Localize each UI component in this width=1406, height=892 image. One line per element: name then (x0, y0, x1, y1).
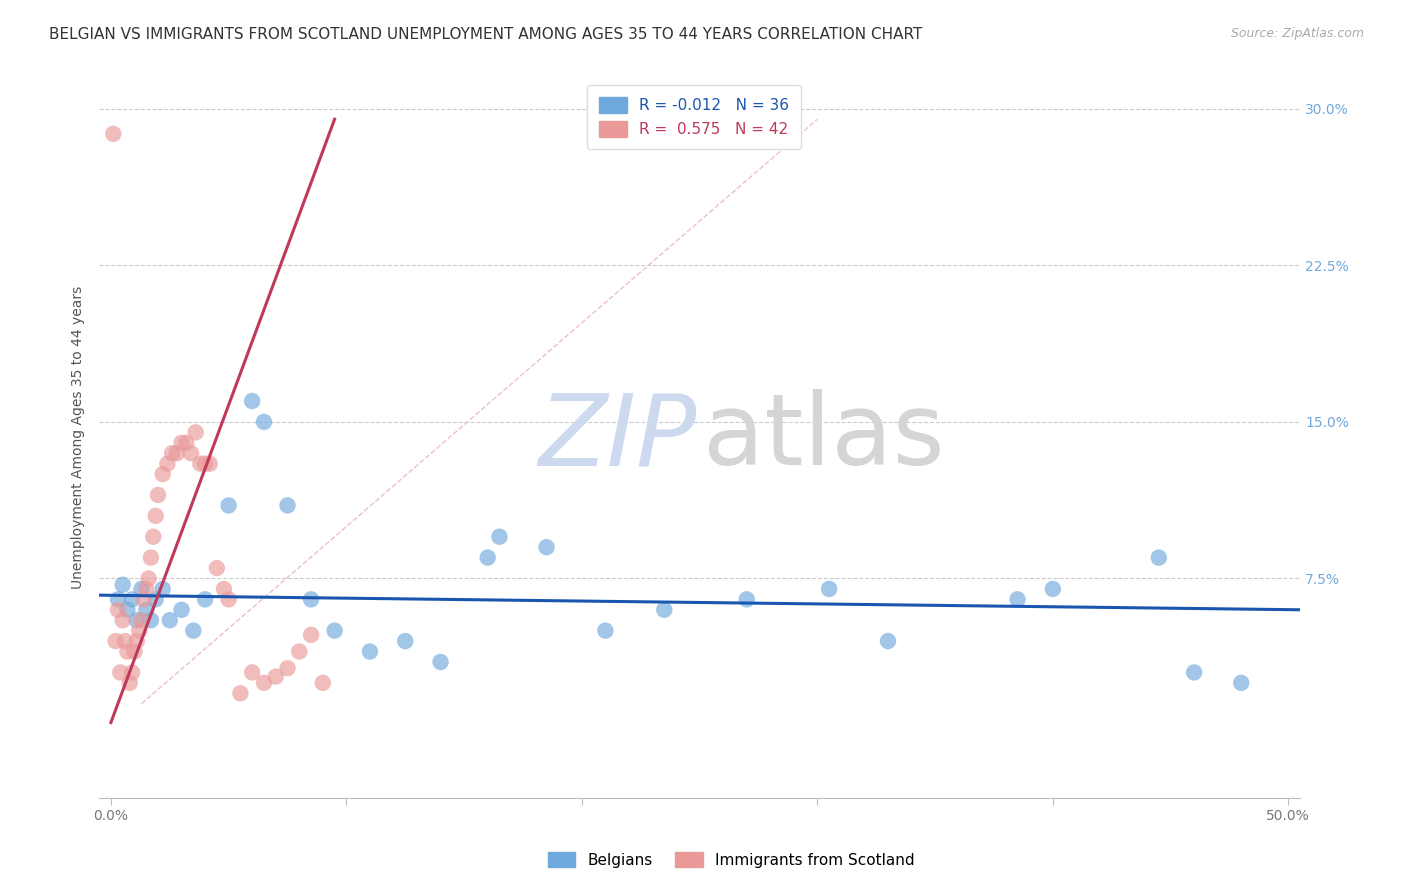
Point (156, 457, 179, 471)
Point (394, 634, 416, 648)
Point (152, 582, 174, 596)
Point (117, 603, 139, 617)
Point (240, 394, 263, 409)
Point (170, 435, 193, 450)
Point (146, 488, 169, 502)
Point (253, 676, 276, 690)
Point (323, 624, 346, 638)
Point (1230, 676, 1253, 690)
Point (145, 508, 167, 523)
Point (1182, 665, 1205, 680)
Point (131, 613, 153, 627)
Point (212, 582, 235, 596)
Point (276, 499, 298, 513)
Point (160, 446, 183, 460)
Point (139, 613, 162, 627)
Point (125, 634, 148, 648)
Point (194, 592, 217, 607)
Point (181, 624, 204, 638)
Point (110, 665, 132, 680)
Point (190, 457, 212, 471)
Point (131, 582, 153, 596)
Point (117, 644, 139, 658)
Point (111, 613, 134, 627)
Point (180, 446, 202, 460)
Point (142, 530, 165, 544)
Point (488, 530, 510, 544)
Point (184, 425, 207, 440)
Point (652, 603, 675, 617)
Point (107, 592, 129, 607)
Point (103, 127, 125, 141)
Point (135, 582, 157, 596)
Point (218, 499, 240, 513)
Point (818, 582, 841, 596)
Text: ZIP: ZIP (537, 389, 696, 486)
Point (124, 644, 146, 658)
Point (121, 592, 143, 607)
Point (877, 634, 900, 648)
Point (299, 592, 322, 607)
Point (359, 644, 381, 658)
Point (194, 457, 217, 471)
Point (536, 540, 558, 554)
Point (138, 572, 160, 586)
Point (114, 634, 136, 648)
Point (159, 613, 181, 627)
Point (125, 613, 148, 627)
Point (229, 686, 252, 700)
Point (312, 676, 335, 690)
Point (477, 550, 499, 565)
Point (135, 603, 157, 617)
Point (132, 592, 155, 607)
Text: atlas: atlas (703, 389, 945, 486)
Point (1147, 550, 1170, 565)
Point (198, 457, 221, 471)
Point (166, 446, 188, 460)
Point (1007, 592, 1029, 607)
Point (145, 592, 167, 607)
Point (429, 655, 451, 669)
Point (735, 592, 758, 607)
Point (128, 624, 150, 638)
Point (276, 661, 298, 675)
Point (174, 435, 197, 450)
Point (288, 644, 311, 658)
Point (218, 592, 240, 607)
Point (107, 603, 129, 617)
Text: BELGIAN VS IMMIGRANTS FROM SCOTLAND UNEMPLOYMENT AMONG AGES 35 TO 44 YEARS CORRE: BELGIAN VS IMMIGRANTS FROM SCOTLAND UNEM… (49, 27, 922, 42)
Point (1042, 582, 1064, 596)
Point (595, 624, 617, 638)
Point (240, 665, 263, 680)
Point (111, 578, 134, 592)
Point (121, 665, 143, 680)
Point (253, 415, 276, 429)
Point (205, 561, 228, 575)
Legend: Belgians, Immigrants from Scotland: Belgians, Immigrants from Scotland (540, 844, 922, 875)
Point (139, 550, 162, 565)
Point (104, 634, 127, 648)
Y-axis label: Unemployment Among Ages 35 to 44 years: Unemployment Among Ages 35 to 44 years (72, 286, 86, 590)
Point (299, 628, 322, 642)
Point (118, 676, 141, 690)
Point (170, 603, 193, 617)
Legend: R = -0.012   N = 36, R =  0.575   N = 42: R = -0.012 N = 36, R = 0.575 N = 42 (588, 85, 801, 149)
Text: Source: ZipAtlas.com: Source: ZipAtlas.com (1230, 27, 1364, 40)
Point (152, 467, 174, 481)
Point (264, 670, 287, 684)
